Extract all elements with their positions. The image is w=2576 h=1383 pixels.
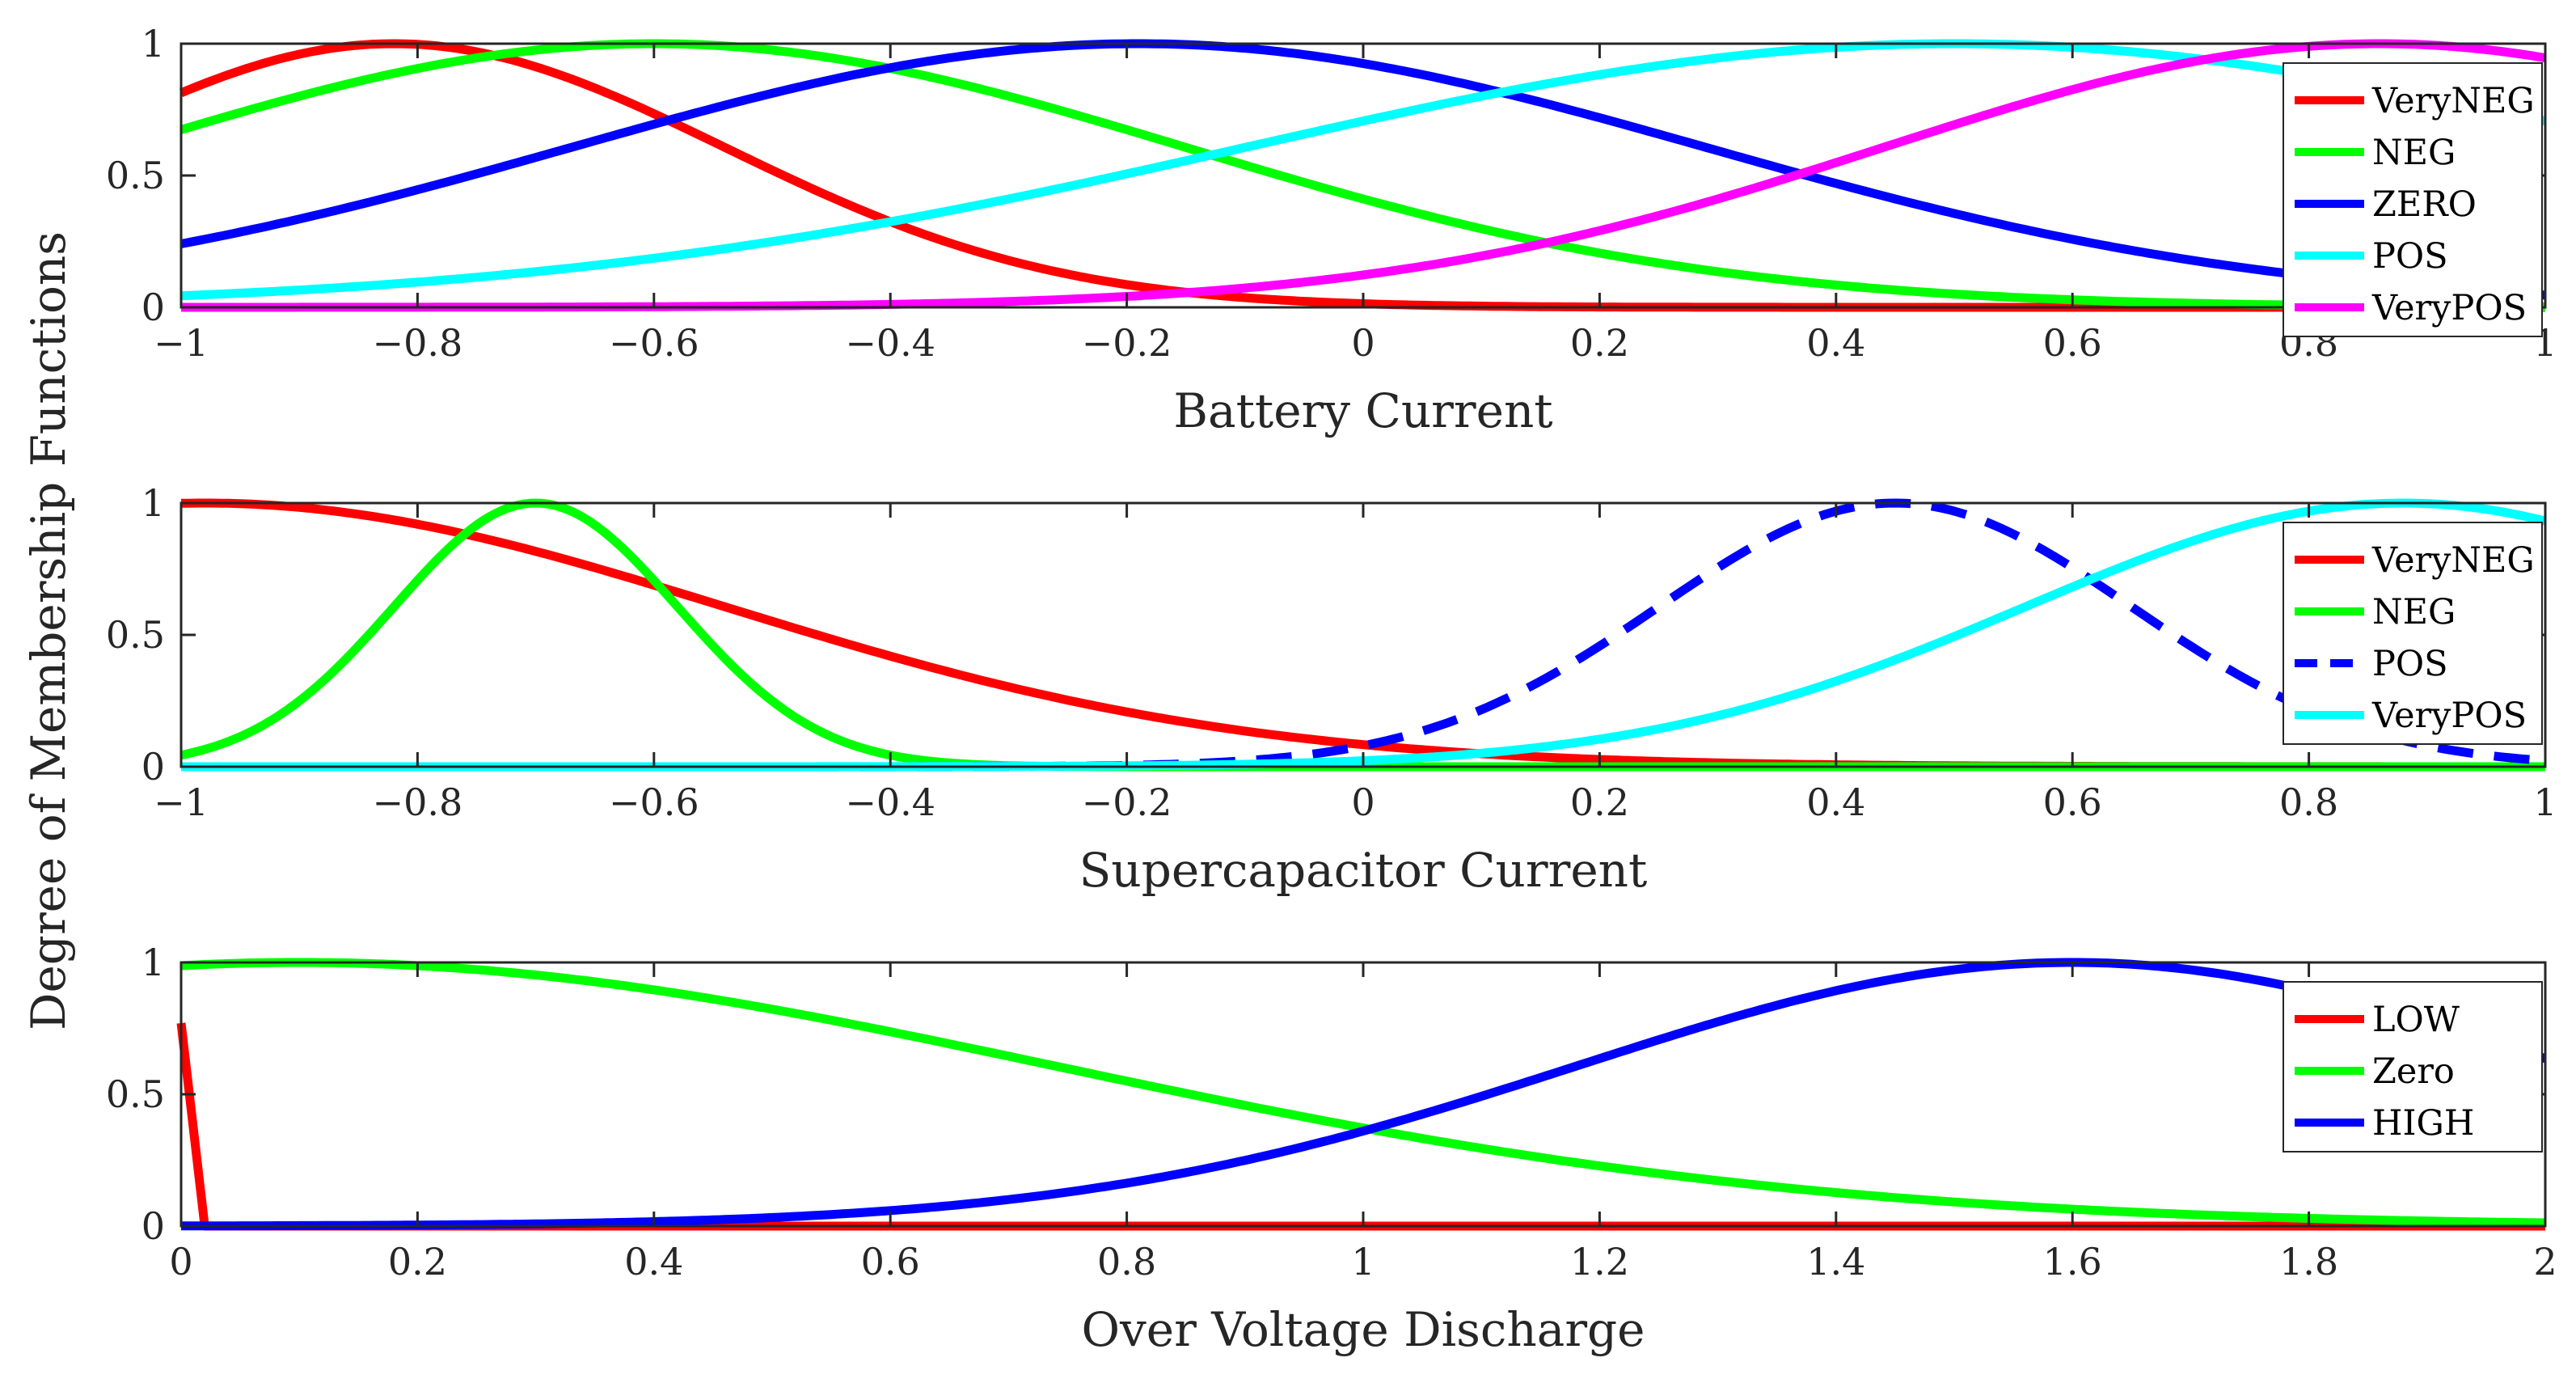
x-tick-label: 1	[1351, 1240, 1375, 1284]
x-tick-label: −0.6	[609, 780, 699, 824]
x-tick-label: 0	[169, 1240, 192, 1284]
x-tick-label: −0.4	[845, 321, 935, 365]
x-tick-label: 0.8	[1097, 1240, 1156, 1284]
x-tick-label: 0.4	[1806, 780, 1865, 824]
x-tick-label: −1	[154, 321, 209, 365]
x-tick-label: 1.8	[2279, 1240, 2338, 1284]
legend: LOW Zero HIGH	[2283, 981, 2543, 1152]
legend-label-verypos: VeryPOS	[2371, 696, 2527, 736]
x-tick-label: 0.6	[2043, 321, 2102, 365]
legend-label-veryneg: VeryNEG	[2371, 81, 2535, 121]
x-tick-label: 2	[2533, 1240, 2557, 1284]
x-tick-label: 0	[1351, 780, 1375, 824]
legend-label-zero: ZERO	[2372, 184, 2477, 225]
legend-label-verypos: VeryPOS	[2371, 288, 2527, 328]
series-line-high	[181, 958, 2547, 1231]
legend-label-high: HIGH	[2372, 1103, 2474, 1144]
y-axis-label: Degree of Membership Functions	[21, 231, 76, 1030]
panel-3: 0 0.2 0.4 0.6 0.8 1 1.2 1.4 1.6 1.8 2 0 0.5 1 Over Vol…	[106, 941, 2557, 1357]
x-tick-label: −0.2	[1082, 321, 1172, 365]
y-tick-label: 1	[141, 481, 165, 525]
legend-label-neg: NEG	[2372, 592, 2456, 632]
x-tick-label: 0.2	[388, 1240, 447, 1284]
x-tick-label: 1.2	[1570, 1240, 1629, 1284]
legend-label-pos: POS	[2372, 236, 2448, 277]
series-line-pos	[181, 498, 2546, 772]
x-axis-label: Battery Current	[1173, 383, 1552, 438]
x-tick-label: 1.6	[2043, 1240, 2102, 1284]
series-line-pos	[180, 39, 2547, 301]
y-tick-label: 0.5	[106, 154, 165, 197]
x-axis-label: Over Voltage Discharge	[1081, 1302, 1645, 1357]
y-tick-label: 0.5	[106, 613, 165, 657]
legend-label-veryneg: VeryNEG	[2371, 540, 2535, 581]
y-tick-label: 0	[141, 1204, 165, 1248]
x-tick-label: 0.2	[1570, 780, 1629, 824]
legend-label-zero: Zero	[2372, 1051, 2455, 1092]
x-tick-label: 0.4	[624, 1240, 683, 1284]
x-tick-label: −0.6	[609, 321, 699, 365]
x-tick-label: 0	[1351, 321, 1375, 365]
panel-1: −1 −0.8 −0.6 −0.4 −0.2 0 0.2 0.4 0.6 0.8 100.51Bat…	[106, 22, 2557, 438]
x-tick-label: −0.8	[373, 780, 463, 824]
legend-label-pos: POS	[2372, 644, 2448, 684]
x-tick-label: 0.6	[861, 1240, 920, 1284]
series-line-neg	[179, 39, 2545, 311]
y-tick-label: 0	[141, 745, 165, 789]
x-axis-label: Supercapacitor Current	[1079, 843, 1648, 898]
y-tick-label: 1	[141, 22, 165, 66]
x-tick-label: 0.4	[1806, 321, 1865, 365]
x-tick-label: −0.8	[373, 321, 463, 365]
legend: VeryNEG NEG ZERO POS VeryPOS	[2283, 62, 2543, 337]
x-tick-label: 0.8	[2279, 780, 2338, 824]
legend-label-neg: NEG	[2372, 133, 2456, 173]
x-tick-label: 1.4	[1806, 1240, 1865, 1284]
x-tick-label: −0.2	[1082, 780, 1172, 824]
x-tick-label: 0.6	[2043, 780, 2102, 824]
x-tick-label: 1	[2533, 780, 2557, 824]
panel-2: −1 −0.8 −0.6 −0.4 −0.2 0 0.2 0.4 0.6 0.8 1 0 0.5 1 Sup…	[106, 481, 2557, 898]
legend: VeryNEG NEG POS VeryPOS	[2283, 522, 2543, 745]
x-tick-label: −0.4	[845, 780, 935, 824]
y-tick-label: 0	[141, 285, 165, 329]
legend-label-low: LOW	[2372, 1000, 2460, 1040]
y-tick-label: 0.5	[106, 1072, 165, 1116]
x-tick-label: 0.2	[1570, 321, 1629, 365]
y-tick-label: 1	[141, 941, 165, 984]
x-tick-label: −1	[154, 780, 209, 824]
series-line-zero	[179, 39, 2546, 300]
